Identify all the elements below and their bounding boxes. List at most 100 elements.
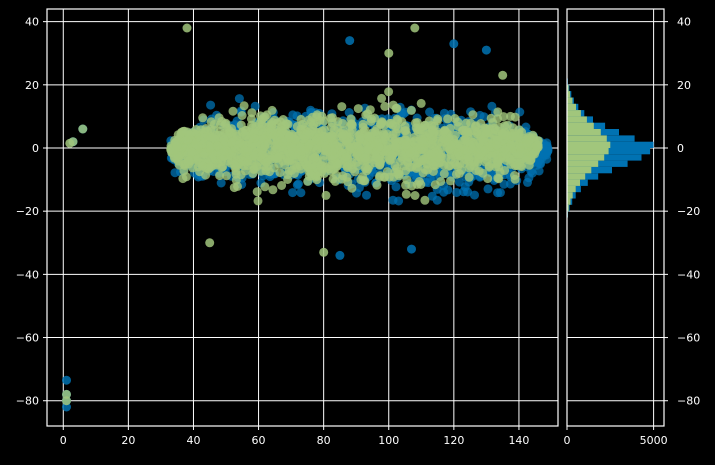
scatter-point <box>542 154 552 164</box>
scatter-point <box>365 105 375 115</box>
scatter-point <box>240 166 250 176</box>
scatter-point <box>524 173 534 183</box>
scatter-outlier <box>410 23 420 33</box>
scatter-outlier <box>62 402 71 412</box>
scatter-point <box>229 160 239 170</box>
scatter-point <box>216 120 225 130</box>
scatter-point <box>243 156 253 166</box>
scatter-point <box>207 154 217 164</box>
scatter-point <box>439 169 449 179</box>
scatter-point <box>406 105 416 115</box>
scatter-point <box>235 138 245 148</box>
main-x-tick-labels: 0 20 40 60 80 100 120 140 <box>60 426 529 447</box>
hist-bar <box>567 160 599 167</box>
main-y-tick-label: −40 <box>16 268 39 281</box>
scatter-point <box>227 124 236 134</box>
hist-x-tick-label: 0 <box>564 434 571 447</box>
scatter-point <box>443 114 453 124</box>
scatter-point <box>417 137 427 147</box>
hist-bar <box>567 167 592 174</box>
scatter-point <box>454 169 464 178</box>
scatter-point <box>293 179 303 189</box>
scatter-point <box>243 146 253 156</box>
series-blue-points <box>62 36 553 412</box>
series-green-bars <box>567 78 611 218</box>
scatter-point <box>392 103 402 113</box>
hist-bar <box>567 154 605 161</box>
scatter-point <box>227 137 237 147</box>
histogram-y-tick-labels: 40 20 0 −20 −40 −60 −80 <box>664 16 700 408</box>
main-plot-frame <box>46 8 559 427</box>
hist-y-tick-label: −20 <box>677 205 700 218</box>
scatter-point <box>306 118 316 127</box>
scatter-point <box>206 100 216 110</box>
scatter-outlier <box>449 39 459 49</box>
scatter-outlier <box>319 247 329 257</box>
scatter-point <box>388 120 398 130</box>
scatter-point <box>341 152 351 162</box>
scatter-point <box>493 173 503 183</box>
scatter-point <box>508 123 518 133</box>
scatter-point <box>488 118 498 128</box>
scatter-point <box>440 125 450 135</box>
scatter-point <box>511 131 520 141</box>
scatter-outlier <box>62 389 71 399</box>
scatter-point <box>214 113 224 123</box>
scatter-point <box>439 160 449 170</box>
scatter-point <box>253 196 263 206</box>
scatter-outlier <box>205 238 215 248</box>
scatter-point <box>490 125 500 135</box>
scatter-point <box>288 188 298 198</box>
scatter-point <box>363 145 373 154</box>
scatter-point <box>460 135 470 145</box>
scatter-point <box>284 131 294 141</box>
main-x-tick-label: 100 <box>378 434 399 447</box>
hist-bar <box>567 110 581 117</box>
hist-bar <box>567 103 576 111</box>
scatter-point <box>315 115 325 125</box>
scatter-point <box>337 102 347 112</box>
main-x-tick-label: 0 <box>60 434 67 447</box>
scatter-point <box>356 145 366 155</box>
scatter-point <box>372 180 382 190</box>
scatter-point <box>429 148 439 158</box>
scatter-point <box>265 167 274 177</box>
main-y-tick-label: −60 <box>16 332 39 345</box>
scatter-point <box>193 154 203 163</box>
scatter-point <box>247 108 257 118</box>
main-x-tick-label: 60 <box>252 434 266 447</box>
main-x-tick-label: 80 <box>317 434 331 447</box>
scatter-point <box>360 156 370 166</box>
scatter-point <box>491 162 501 172</box>
scatter-point <box>416 98 426 108</box>
scatter-point <box>377 117 387 127</box>
hist-bar <box>567 122 594 129</box>
scatter-point <box>342 172 352 182</box>
scatter-point <box>183 154 193 164</box>
scatter-point <box>178 174 188 184</box>
histogram-bars <box>567 78 654 218</box>
scatter-point <box>172 141 182 151</box>
scatter-point <box>433 138 443 148</box>
scatter-point <box>206 142 216 152</box>
scatter-point <box>252 187 262 197</box>
scatter-point <box>427 191 437 201</box>
scatter-point <box>502 131 512 141</box>
scatter-outlier <box>407 244 416 254</box>
scatter-point <box>453 148 463 158</box>
scatter-point <box>296 188 306 198</box>
scatter-point <box>263 138 273 148</box>
scatter-point <box>418 168 428 178</box>
scatter-point <box>313 171 323 181</box>
scatter-point <box>515 142 525 152</box>
scatter-point <box>425 107 435 117</box>
scatter-outlier <box>62 375 71 385</box>
scatter-point <box>187 147 197 157</box>
main-x-tick-label: 140 <box>508 434 529 447</box>
hist-x-tick-label: 5000 <box>640 434 668 447</box>
scatter-point <box>465 161 475 171</box>
scatter-point <box>464 172 474 182</box>
scatter-point <box>543 146 553 156</box>
scatter-point <box>308 153 318 163</box>
